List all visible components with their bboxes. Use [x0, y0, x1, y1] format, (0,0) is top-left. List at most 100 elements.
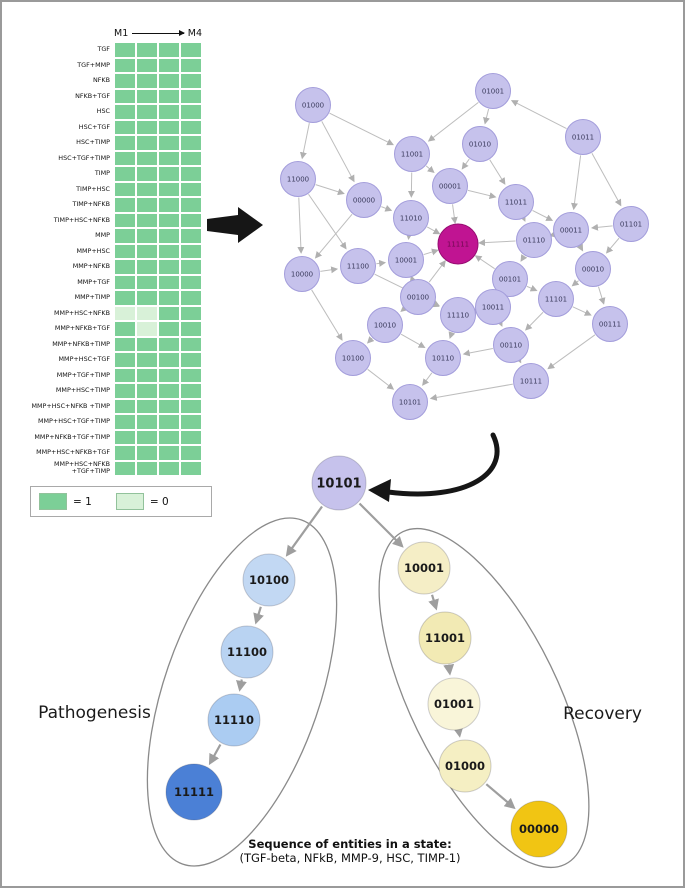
heatmap-row-cells: [114, 383, 202, 399]
heatmap-row: HSC+TGF+TIMP: [30, 150, 212, 166]
network-node: [492, 261, 528, 297]
flow-node-label: 00000: [519, 822, 559, 836]
heatmap-row-label: TIMP: [94, 169, 110, 178]
flow-root-node: [311, 455, 367, 511]
heatmap-row-cells: [114, 119, 202, 135]
network-nodes: 01000 01001 01011 11001 01010 11000 00001 00000…: [280, 73, 649, 420]
flow-node: [510, 800, 568, 858]
heatmap-cell: [158, 42, 180, 58]
flow-node: [418, 611, 472, 665]
network-node-label: 11010: [400, 215, 422, 223]
network-edge: [431, 300, 440, 308]
heatmap-row: MMP+NFKB: [30, 259, 212, 275]
heatmap-row: MMP: [30, 228, 212, 244]
heatmap-cell: [114, 367, 136, 383]
legend-label-zero: = 0: [149, 495, 169, 508]
heatmap-row: MMP+HSC+TGF+TIMP: [30, 414, 212, 430]
network-edge: [570, 155, 582, 211]
heatmap-legend: = 1 = 0: [30, 486, 212, 517]
heatmap-row: HSC: [30, 104, 212, 120]
heatmap-row-cells: [114, 352, 202, 368]
heatmap-cell: [136, 166, 158, 182]
heatmap-cell: [114, 166, 136, 182]
heatmap-cell: [136, 290, 158, 306]
heatmap-row-cells: [114, 367, 202, 383]
network-node: [553, 212, 589, 248]
heatmap-cell: [158, 274, 180, 290]
network-node-label: 01101: [620, 221, 642, 229]
heatmap-cell: [114, 212, 136, 228]
network-node-label: 00110: [500, 342, 522, 350]
heatmap-cell: [158, 166, 180, 182]
heatmap-row-cells: [114, 57, 202, 73]
heatmap-cell: [158, 383, 180, 399]
heatmap-cell: [158, 414, 180, 430]
network-edge: [428, 260, 446, 283]
heatmap-row-label: MMP+HSC+TIMP: [55, 386, 110, 395]
network-node: [346, 182, 382, 218]
heatmap-cell: [114, 336, 136, 352]
network-node: [565, 119, 601, 155]
heatmap-row-cells: [114, 460, 202, 476]
heatmap-row: TIMP: [30, 166, 212, 182]
heatmap-cell: [158, 73, 180, 89]
heatmap-cell: [180, 119, 202, 135]
heatmap-row: MMP+TGF+TIMP: [30, 367, 212, 383]
network-node-label: 10010: [374, 322, 396, 330]
network-node-label: 00000: [353, 197, 375, 205]
flow-arrow: [253, 606, 264, 625]
heatmap-row-label: MMP+HSC+TGF+TIMP: [38, 417, 110, 426]
network-edge: [462, 347, 493, 357]
network-node-label: 10111: [520, 378, 542, 386]
heatmap-cell: [180, 166, 202, 182]
heatmap-row-cells: [114, 398, 202, 414]
network-edge: [400, 304, 408, 312]
heatmap-cell: [136, 73, 158, 89]
heatmap-cell: [180, 73, 202, 89]
network-edge: [467, 189, 497, 200]
flow-node-label: 11111: [174, 785, 214, 799]
heatmap-row: TGF: [30, 42, 212, 58]
network-edge: [576, 243, 584, 252]
heatmap-row: NFKB+TGF: [30, 88, 212, 104]
heatmap-cell: [180, 305, 202, 321]
heatmap-grid: TGF TGF+MMP NFKB NFKB+TGF HSC HSC+TGF HSC+TIMP…: [30, 42, 212, 476]
heatmap-cell: [136, 150, 158, 166]
heatmap-row: MMP+HSC: [30, 243, 212, 259]
heatmap-cell: [158, 197, 180, 213]
heatmap-row-label: MMP+TGF+TIMP: [56, 370, 110, 379]
heatmap-row-label: MMP+TGF: [77, 277, 110, 286]
network-node: [575, 251, 611, 287]
heatmap-row-label: MMP+NFKB+TIMP: [52, 339, 110, 348]
heatmap-row-label: TIMP+NFKB: [72, 200, 110, 209]
network-node: [475, 289, 511, 325]
network-edge: [461, 158, 470, 170]
network-edge: [367, 368, 395, 390]
heatmap-row: MMP+HSC+NFKB +TIMP: [30, 398, 212, 414]
flow-node: [397, 541, 451, 595]
network-node-label: 11110: [447, 312, 469, 320]
heatmap-cell: [158, 212, 180, 228]
network-edge: [478, 239, 516, 247]
network-edge: [329, 112, 394, 146]
pathogenesis-ellipse: [146, 517, 338, 867]
network-node: [425, 340, 461, 376]
heatmap-row-cells: [114, 135, 202, 151]
network-edge: [483, 108, 490, 125]
heatmap-cell: [180, 259, 202, 275]
heatmap-cell: [180, 290, 202, 306]
flow-arrow: [443, 663, 455, 676]
network-node: [613, 206, 649, 242]
network-node-label: 10110: [432, 355, 454, 363]
network-node-label: 11011: [505, 199, 527, 207]
network-edge: [591, 223, 613, 231]
flow-node-label: 01001: [434, 697, 474, 711]
heatmap-cell: [114, 398, 136, 414]
heatmap-row: HSC+TGF: [30, 119, 212, 135]
heatmap-row: MMP+TGF: [30, 274, 212, 290]
network-node: [513, 363, 549, 399]
network-node-label: 01011: [572, 134, 594, 142]
heatmap-cell: [136, 259, 158, 275]
flow-node: [438, 739, 492, 793]
heatmap-cell: [114, 321, 136, 337]
